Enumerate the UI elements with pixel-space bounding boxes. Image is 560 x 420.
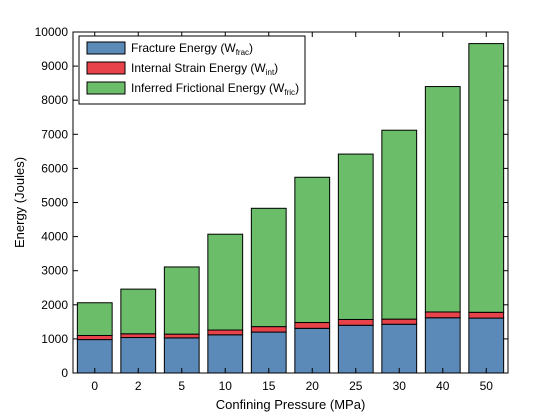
bar-fric-40 [424, 86, 461, 313]
bar-fric-0 [76, 302, 113, 336]
bar-frac-50 [468, 317, 505, 374]
y-axis-label: Energy (Joules) [12, 157, 27, 248]
x-tick-label: 5 [178, 379, 185, 393]
x-axis: 0 2 5 10 15 20 25 30 40 50 [91, 32, 493, 393]
y-tick-label: 5000 [41, 196, 68, 210]
bar-int-5 [163, 333, 200, 339]
bar-int-2 [120, 333, 157, 339]
y-tick-label: 3000 [41, 264, 68, 278]
bars-layer [76, 43, 505, 374]
bar-fric-15 [250, 207, 287, 328]
bar-fric-10 [207, 233, 244, 331]
bar-frac-2 [120, 337, 157, 374]
y-tick-label: 8000 [41, 93, 68, 107]
bar-frac-5 [163, 337, 200, 374]
legend-entry-label: Internal Strain Energy (Wint) [131, 61, 278, 77]
legend-swatch [86, 61, 126, 75]
bar-fric-25 [337, 153, 374, 320]
legend-entry-label: Inferred Frictional Energy (Wfric) [131, 81, 299, 97]
bar-int-15 [250, 326, 287, 333]
y-tick-label: 7000 [41, 127, 68, 141]
bar-frac-25 [337, 324, 374, 374]
y-tick-label: 6000 [41, 161, 68, 175]
x-tick-label: 10 [219, 379, 233, 393]
legend: Fracture Energy (Wfrac) Internal Strain E… [78, 35, 306, 105]
bar-frac-0 [76, 339, 113, 374]
bar-fric-50 [468, 43, 505, 313]
y-tick-label: 4000 [41, 230, 68, 244]
legend-entry-label: Fracture Energy (Wfrac) [131, 41, 253, 57]
x-tick-label: 0 [91, 379, 98, 393]
bar-int-40 [424, 311, 461, 319]
bar-int-30 [381, 318, 418, 325]
y-tick-label: 10000 [35, 25, 69, 39]
bar-fric-30 [381, 129, 418, 320]
plot-frame [72, 31, 509, 374]
legend-swatch [86, 81, 126, 95]
bar-int-10 [207, 329, 244, 336]
bar-frac-20 [294, 327, 331, 374]
y-tick-label: 9000 [41, 59, 68, 73]
bar-frac-40 [424, 317, 461, 374]
x-tick-label: 30 [393, 379, 407, 393]
bar-frac-15 [250, 331, 287, 374]
bar-fric-2 [120, 288, 157, 335]
bar-int-20 [294, 322, 331, 329]
bar-int-25 [337, 318, 374, 326]
y-axis: 0 1000 2000 3000 4000 5000 6000 7000 8000 9000 100… [35, 25, 508, 380]
bar-fric-20 [294, 176, 331, 324]
bar-frac-30 [381, 323, 418, 374]
bar-frac-10 [207, 334, 244, 374]
x-tick-label: 2 [135, 379, 142, 393]
bar-int-0 [76, 334, 113, 341]
legend-swatch [86, 41, 126, 55]
x-tick-label: 15 [262, 379, 276, 393]
x-tick-label: 40 [436, 379, 450, 393]
bar-int-50 [468, 311, 505, 319]
y-tick-label: 1000 [41, 332, 68, 346]
x-tick-label: 50 [480, 379, 494, 393]
y-tick-label: 2000 [41, 298, 68, 312]
y-tick-label: 0 [61, 366, 68, 380]
x-tick-label: 20 [306, 379, 320, 393]
x-axis-label: Confining Pressure (MPa) [216, 397, 366, 412]
bar-fric-5 [163, 266, 200, 335]
x-tick-label: 25 [349, 379, 363, 393]
